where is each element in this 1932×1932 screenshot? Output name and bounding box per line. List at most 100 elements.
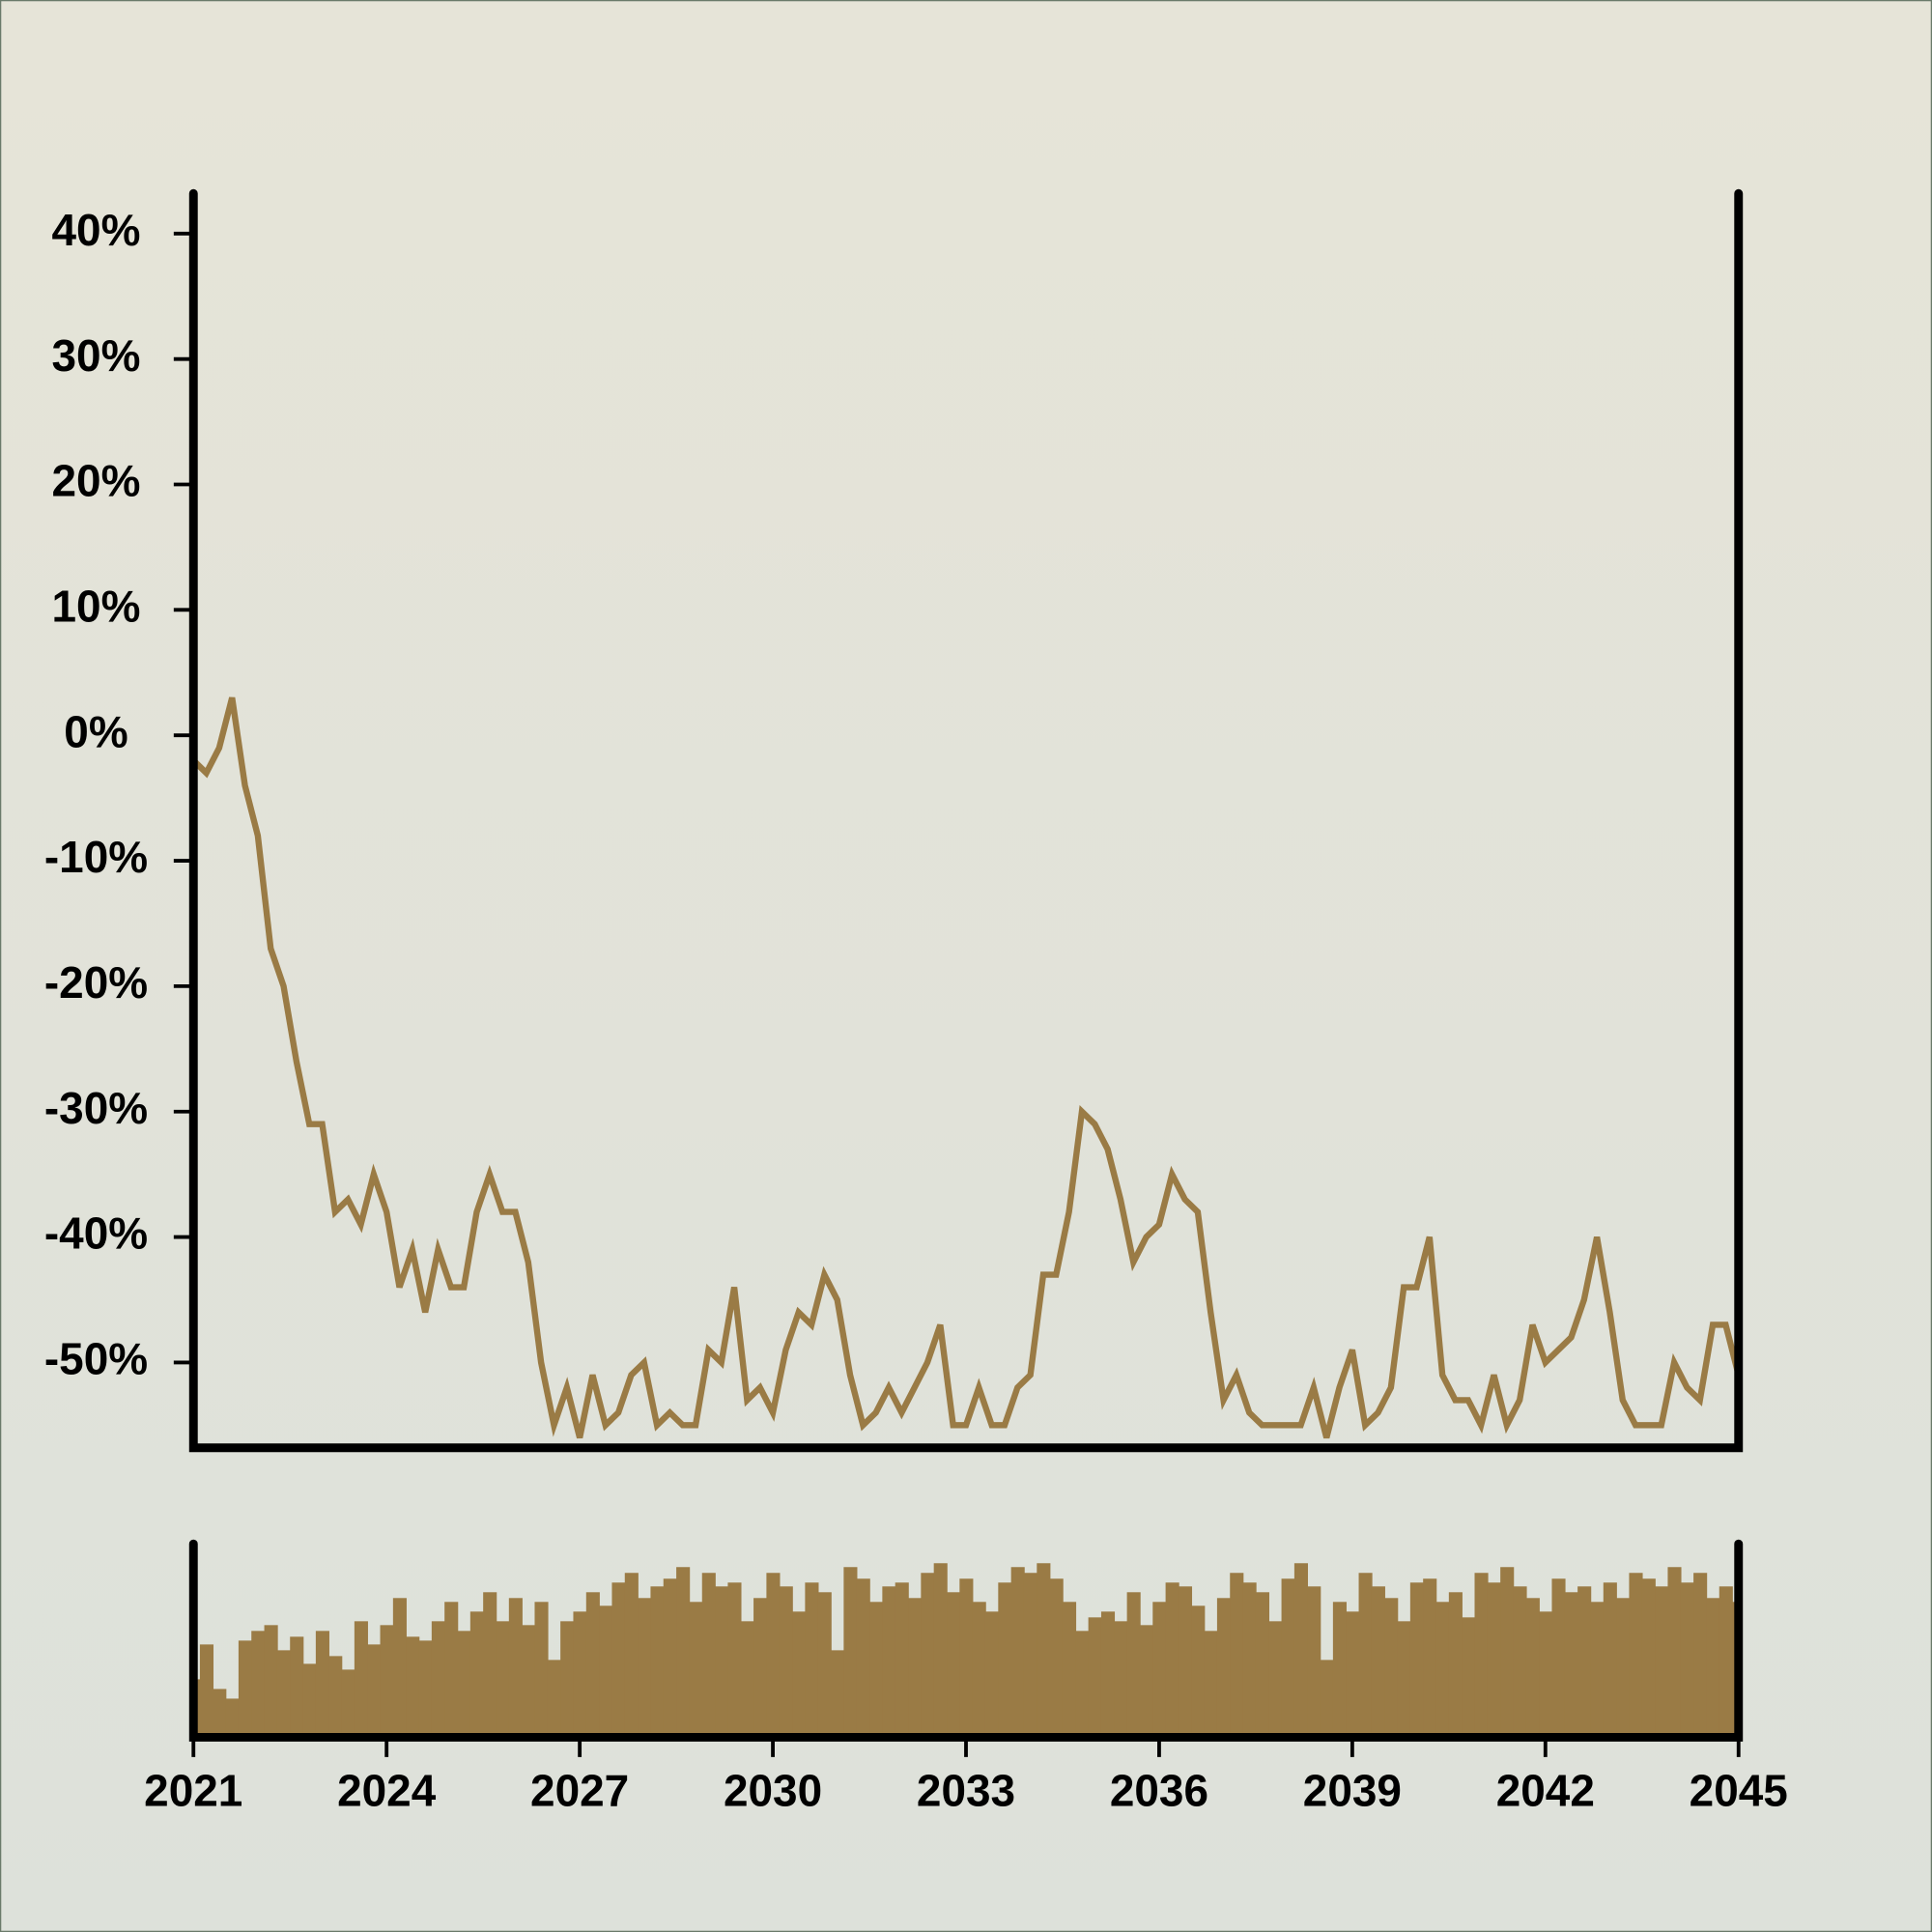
volume-bar bbox=[1037, 1563, 1051, 1738]
volume-bar bbox=[1680, 1582, 1694, 1738]
volume-bar bbox=[469, 1611, 484, 1738]
volume-bar bbox=[1178, 1586, 1193, 1738]
volume-bar bbox=[1358, 1573, 1373, 1738]
volume-bar bbox=[380, 1625, 394, 1738]
volume-bar bbox=[1216, 1598, 1232, 1738]
volume-bar bbox=[534, 1602, 549, 1738]
volume-bar bbox=[328, 1656, 343, 1738]
volume-bar bbox=[522, 1625, 536, 1738]
volume-bar bbox=[302, 1663, 317, 1738]
volume-bar bbox=[817, 1592, 832, 1738]
y-tick-label: 0% bbox=[64, 706, 128, 756]
volume-bar bbox=[843, 1567, 858, 1738]
volume-bar bbox=[1474, 1573, 1489, 1738]
volume-bar bbox=[496, 1621, 510, 1738]
volume-bar bbox=[611, 1582, 626, 1738]
volume-bar bbox=[213, 1689, 227, 1738]
y-tick-label: -10% bbox=[44, 832, 148, 882]
axes: -50% -40% -30% -20% -10% 0% 10% 20% 30% 40% 2021 20… bbox=[44, 188, 1788, 1815]
volume-bar bbox=[367, 1644, 382, 1738]
volume-bar bbox=[984, 1611, 1000, 1738]
volume-bar bbox=[1346, 1611, 1360, 1738]
volume-bar bbox=[1641, 1578, 1656, 1738]
y-tick-label: 10% bbox=[52, 581, 141, 631]
volume-bar bbox=[792, 1611, 807, 1738]
volume-bar bbox=[1281, 1578, 1295, 1738]
volume-bar bbox=[1487, 1582, 1501, 1738]
volume-bar bbox=[1010, 1567, 1025, 1738]
volume-bar bbox=[947, 1592, 961, 1738]
volume-bar bbox=[1462, 1617, 1476, 1738]
volume-bar bbox=[1049, 1578, 1064, 1738]
volume-bar bbox=[1320, 1660, 1334, 1738]
volume-bar bbox=[1616, 1598, 1631, 1738]
volume-bar bbox=[1693, 1573, 1708, 1738]
volume-bar bbox=[1629, 1573, 1643, 1738]
volume-bar bbox=[1500, 1567, 1515, 1738]
y-tick-label: 40% bbox=[52, 205, 141, 255]
volume-bar bbox=[1100, 1611, 1116, 1738]
volume-bar bbox=[1139, 1625, 1154, 1738]
volume-bar bbox=[585, 1592, 600, 1738]
x-tick-label: 2033 bbox=[917, 1765, 1015, 1815]
volume-bar bbox=[599, 1605, 613, 1738]
volume-bar bbox=[1023, 1573, 1038, 1738]
volume-bar bbox=[1307, 1586, 1321, 1738]
volume-bar bbox=[1204, 1631, 1218, 1738]
volume-bar bbox=[1577, 1586, 1592, 1738]
volume-bar bbox=[1255, 1592, 1269, 1738]
volume-bar bbox=[766, 1573, 781, 1738]
volume-bar bbox=[1152, 1602, 1167, 1738]
volume-bar bbox=[457, 1631, 471, 1738]
volume-bar bbox=[1603, 1582, 1617, 1738]
volume-bar bbox=[959, 1578, 974, 1738]
volume-bar bbox=[1435, 1602, 1450, 1738]
volume-bar bbox=[663, 1578, 677, 1738]
volume-bar bbox=[1655, 1586, 1669, 1738]
volume-bar bbox=[638, 1598, 652, 1738]
volume-bar bbox=[727, 1582, 742, 1738]
volume-bar bbox=[1719, 1586, 1733, 1738]
volume-bar bbox=[431, 1621, 445, 1738]
volume-bar bbox=[1384, 1598, 1399, 1738]
volume-bar bbox=[933, 1563, 948, 1738]
volume-bar bbox=[1114, 1621, 1128, 1738]
volume-bar bbox=[290, 1636, 304, 1738]
volume-bar bbox=[1525, 1598, 1540, 1738]
volume-bar bbox=[1268, 1621, 1283, 1738]
volume-bar bbox=[650, 1586, 665, 1738]
volume-bar bbox=[483, 1592, 497, 1738]
volume-bar bbox=[238, 1640, 253, 1738]
y-tick-label: 20% bbox=[52, 456, 141, 506]
volume-bar bbox=[1242, 1582, 1257, 1738]
volume-bar bbox=[1409, 1582, 1424, 1738]
volume-bar bbox=[856, 1578, 870, 1738]
x-tick-label: 2021 bbox=[144, 1765, 242, 1815]
volume-panel bbox=[193, 1563, 1739, 1738]
x-tick-label: 2039 bbox=[1303, 1765, 1402, 1815]
volume-bar bbox=[908, 1598, 923, 1738]
y-tick-label: -30% bbox=[44, 1083, 148, 1133]
x-tick-label: 2042 bbox=[1496, 1765, 1595, 1815]
volume-bar bbox=[444, 1602, 459, 1738]
volume-bar bbox=[1551, 1578, 1566, 1738]
x-tick-label: 2027 bbox=[530, 1765, 629, 1815]
volume-bar bbox=[1564, 1592, 1578, 1738]
volume-bar bbox=[573, 1611, 587, 1738]
volume-bar bbox=[1706, 1598, 1720, 1738]
volume-bar bbox=[1667, 1567, 1682, 1738]
volume-bar bbox=[689, 1602, 703, 1738]
volume-bar bbox=[1539, 1611, 1553, 1738]
volume-bar bbox=[1448, 1592, 1463, 1738]
volume-bar bbox=[779, 1586, 793, 1738]
volume-bar bbox=[1165, 1582, 1179, 1738]
x-tick-label: 2024 bbox=[337, 1765, 437, 1815]
volume-bar bbox=[1590, 1602, 1605, 1738]
y-tick-label: -20% bbox=[44, 957, 148, 1008]
x-tick-label: 2045 bbox=[1690, 1765, 1788, 1815]
volume-bar bbox=[406, 1636, 420, 1738]
volume-bar bbox=[418, 1640, 433, 1738]
volume-bar bbox=[276, 1650, 291, 1738]
volume-bar bbox=[1293, 1563, 1308, 1738]
volume-bar bbox=[972, 1602, 986, 1738]
